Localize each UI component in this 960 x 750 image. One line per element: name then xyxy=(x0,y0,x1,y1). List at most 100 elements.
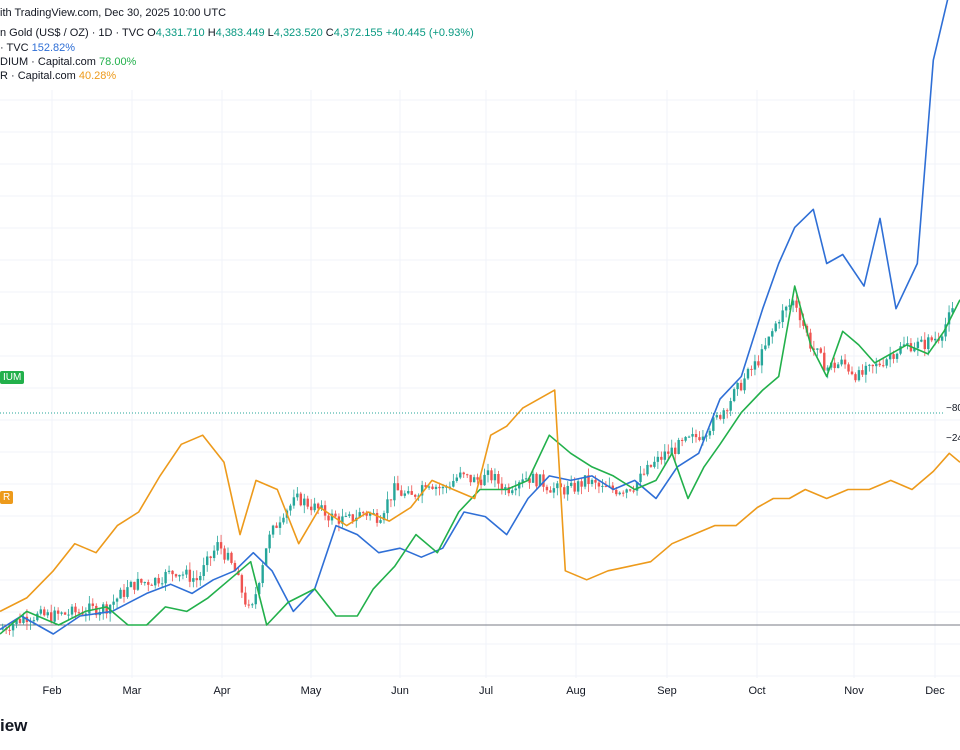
candle-body-269 xyxy=(934,338,937,341)
candle-body-137 xyxy=(476,477,479,480)
candle-body-21 xyxy=(74,606,77,613)
candle-body-125 xyxy=(434,486,438,489)
candle-body-209 xyxy=(726,410,729,412)
candle-body-112 xyxy=(389,499,393,501)
candle-body-111 xyxy=(386,499,389,514)
candle-body-172 xyxy=(597,482,601,487)
candle-body-34 xyxy=(119,589,122,599)
legend-blue[interactable]: · TVC 152.82% xyxy=(0,41,75,55)
candle-body-240 xyxy=(833,362,836,369)
candle-body-77 xyxy=(268,534,271,549)
chart-credit-line: ith TradingView.com, Dec 30, 2025 10:00 … xyxy=(0,6,226,20)
candle-body-110 xyxy=(382,513,386,521)
candle-body-220 xyxy=(764,345,767,350)
candle-body-256 xyxy=(888,354,892,360)
candle-body-212 xyxy=(736,382,739,390)
candle-body-254 xyxy=(882,365,885,367)
candle-body-194 xyxy=(674,447,677,454)
tradingview-brand: iew xyxy=(0,716,28,735)
legend-green[interactable]: DIUM · Capital.com 78.00% xyxy=(0,55,136,69)
candle-body-45 xyxy=(157,577,160,584)
candle-body-55 xyxy=(192,578,195,582)
candle-body-190 xyxy=(660,456,663,460)
change-value: +40.445 (+0.93%) xyxy=(385,27,474,39)
legend-green-name: DIUM · Capital.com xyxy=(0,56,96,68)
candle-body-46 xyxy=(160,583,164,585)
candle-body-191 xyxy=(663,451,666,460)
candle-body-14 xyxy=(50,612,53,622)
candle-body-56 xyxy=(195,578,198,581)
candle-body-231 xyxy=(802,320,805,326)
candle-body-132 xyxy=(459,472,462,478)
candle-body-214 xyxy=(743,378,746,391)
x-tick-feb: Feb xyxy=(42,685,62,697)
candle-body-162 xyxy=(563,487,566,495)
open-value: 4,331.710 xyxy=(155,27,205,39)
candle-body-53 xyxy=(185,569,188,575)
close-value: 4,372.155 xyxy=(333,27,383,39)
candle-body-133 xyxy=(462,472,465,475)
candle-body-157 xyxy=(545,486,549,491)
candle-body-219 xyxy=(760,349,764,366)
candle-body-58 xyxy=(202,565,205,576)
candle-body-95 xyxy=(330,513,334,521)
candle-body-213 xyxy=(739,382,743,391)
candle-body-268 xyxy=(930,337,933,341)
candle-body-192 xyxy=(667,451,670,454)
chart-grid xyxy=(0,90,960,678)
high-label: H xyxy=(207,27,216,39)
candle-body-147 xyxy=(511,490,514,494)
candle-body-35 xyxy=(122,589,126,597)
candle-body-234 xyxy=(812,348,816,350)
candle-body-164 xyxy=(570,482,573,486)
candle-body-71 xyxy=(247,604,250,606)
candle-body-156 xyxy=(542,474,545,487)
candle-body-180 xyxy=(625,489,628,493)
candle-body-265 xyxy=(920,339,923,342)
price-tag-1: −80 xyxy=(944,403,960,415)
candle-body-3 xyxy=(11,624,15,631)
candle-body-259 xyxy=(899,346,902,354)
candle-body-37 xyxy=(129,581,133,588)
candle-body-141 xyxy=(490,470,493,481)
candle-body-199 xyxy=(691,434,694,437)
candle-body-5 xyxy=(18,618,22,623)
candle-body-123 xyxy=(427,486,431,488)
candle-body-228 xyxy=(791,300,795,306)
palladium-scale-tag: IUM xyxy=(0,371,25,384)
candle-body-94 xyxy=(327,515,330,521)
candle-body-26 xyxy=(91,603,94,606)
candle-body-140 xyxy=(486,470,490,475)
candle-body-17 xyxy=(60,612,63,614)
candle-body-242 xyxy=(840,359,843,365)
candle-body-96 xyxy=(334,513,337,517)
x-tick-jul: Jul xyxy=(478,685,494,697)
candle-body-114 xyxy=(396,483,400,491)
candle-body-79 xyxy=(275,525,278,528)
candle-body-18 xyxy=(63,612,67,615)
candle-body-223 xyxy=(774,323,777,332)
x-tick-nov: Nov xyxy=(844,685,864,697)
candle-body-208 xyxy=(722,410,725,419)
candle-body-76 xyxy=(264,548,268,566)
candle-body-244 xyxy=(847,364,850,372)
candle-body-90 xyxy=(313,503,316,511)
candle-body-84 xyxy=(292,497,296,506)
candle-body-83 xyxy=(289,505,292,511)
candle-body-263 xyxy=(913,348,916,352)
candle-body-11 xyxy=(39,609,42,614)
candle-body-152 xyxy=(528,478,531,483)
candle-body-246 xyxy=(854,374,857,381)
candle-body-247 xyxy=(857,370,861,381)
candle-body-226 xyxy=(784,306,788,311)
candle-body-91 xyxy=(316,503,320,509)
legend-orange[interactable]: R · Capital.com 40.28% xyxy=(0,69,116,83)
candle-body-59 xyxy=(206,556,209,566)
candle-body-32 xyxy=(112,601,115,605)
candle-body-122 xyxy=(424,485,427,488)
candle-body-182 xyxy=(632,490,635,492)
candle-body-44 xyxy=(154,577,157,586)
credit-text: ith TradingView.com, Dec 30, 2025 10:00 … xyxy=(0,7,227,19)
candle-body-30 xyxy=(105,604,108,614)
x-tick-mar: Mar xyxy=(122,685,142,697)
